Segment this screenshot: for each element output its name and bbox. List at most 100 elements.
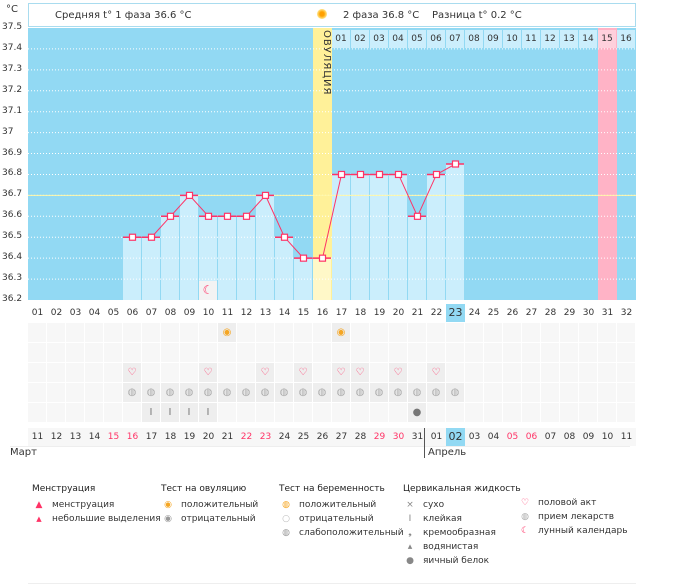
pill-icon: ◍ <box>161 383 179 402</box>
cycle-day-label: 24 <box>468 308 481 318</box>
grid-cell <box>275 363 293 382</box>
grid-cell <box>503 363 521 382</box>
grid-cell <box>617 363 635 382</box>
grid-cell <box>560 343 578 362</box>
calendar-date-label: 18 <box>161 428 180 446</box>
y-tick-label: 37.4 <box>2 42 23 53</box>
cycle-day-label: 04 <box>88 308 101 318</box>
legend-menstruation: Менструация ▲ менструация ▲ небольшие выде… <box>32 484 161 524</box>
temperature-point <box>204 212 213 220</box>
y-tick-label: 36.3 <box>2 273 23 284</box>
negative-test-icon: ◉ <box>164 514 172 524</box>
ovulation-test-positive-icon: ◉ <box>332 323 350 342</box>
legend-other: ♡ половой акт ◍ прием лекарств ☾ лунный кал… <box>518 496 628 538</box>
legend-ovulation-test: Тест на овуляцию ◉ положительный ◉ отрицат… <box>161 484 259 524</box>
temperature-bar <box>275 237 293 300</box>
grid-cell <box>446 323 464 342</box>
cycle-day-label: 18 <box>354 308 367 318</box>
grid-cell <box>123 403 141 422</box>
grid-cell <box>541 343 559 362</box>
pill-icon: ◍ <box>313 383 331 402</box>
cycle-day-label: 27 <box>525 308 538 318</box>
grid-cell <box>484 343 502 362</box>
eggwhite-icon: ● <box>408 403 426 422</box>
calendar-date-label: 02 <box>446 428 465 446</box>
grid-cell <box>47 323 65 342</box>
grid-cell <box>465 403 483 422</box>
grid-cell <box>180 343 198 362</box>
grid-cell <box>370 343 388 362</box>
grid-cell <box>351 343 369 362</box>
grid-cell <box>275 323 293 342</box>
y-tick-label: 37 <box>2 126 14 137</box>
grid-cell <box>598 403 616 422</box>
grid-cell <box>161 323 179 342</box>
grid-cell <box>598 343 616 362</box>
cycle-day-label: 29 <box>563 308 576 318</box>
calendar-date-label: 30 <box>389 428 408 446</box>
grid-cell <box>484 383 502 402</box>
luteal-day-label: 13 <box>560 30 578 48</box>
calendar-date-label: 09 <box>579 428 598 446</box>
pill-icon: ◍ <box>142 383 160 402</box>
calendar-date-label: 17 <box>142 428 161 446</box>
temperature-point <box>394 170 403 179</box>
sticky-icon: I <box>142 403 160 422</box>
grid-cell <box>617 323 635 342</box>
y-tick-label: 37.1 <box>2 105 23 116</box>
luteal-day-label: 05 <box>408 30 426 48</box>
temperature-bar <box>237 216 255 300</box>
grid-cell <box>28 363 46 382</box>
grid-cell <box>579 403 597 422</box>
cycle-day-label: 07 <box>145 308 158 318</box>
grid-cell <box>598 363 616 382</box>
calendar-date-label: 16 <box>123 428 142 446</box>
grid-cell <box>294 323 312 342</box>
grid-cell <box>427 323 445 342</box>
grid-cell <box>313 363 331 382</box>
pregnancy-positive-icon: ◍ <box>282 500 290 510</box>
heart-icon: ♡ <box>520 498 530 508</box>
grid-cell <box>579 363 597 382</box>
grid-cell <box>522 323 540 342</box>
grid-cell <box>351 403 369 422</box>
grid-cell <box>541 383 559 402</box>
grid-cell <box>218 343 236 362</box>
cycle-day-label: 32 <box>620 308 633 318</box>
luteal-day-label: 12 <box>541 30 559 48</box>
cycle-day-label: 09 <box>183 308 196 318</box>
watery-icon: ▴ <box>407 542 413 552</box>
cycle-day-label: 16 <box>316 308 329 318</box>
luteal-day-label: 16 <box>617 30 635 48</box>
calendar-date-label: 29 <box>370 428 389 446</box>
ovulation-test-positive-icon: ◉ <box>218 323 236 342</box>
y-tick-label: 36.6 <box>2 210 23 221</box>
calendar-date-label: 05 <box>503 428 522 446</box>
pill-icon: ◍ <box>408 383 426 402</box>
grid-cell <box>370 323 388 342</box>
grid-cell <box>256 343 274 362</box>
cycle-day-label: 14 <box>278 308 291 318</box>
cycle-day-label: 25 <box>487 308 500 318</box>
grid-cell <box>541 403 559 422</box>
grid-cell <box>66 323 84 342</box>
grid-cell <box>389 343 407 362</box>
grid-cell <box>104 383 122 402</box>
grid-cell <box>218 363 236 382</box>
grid-cell <box>28 403 46 422</box>
cycle-day-label: 20 <box>392 308 405 318</box>
pill-icon: ◍ <box>521 512 529 522</box>
temperature-bar <box>142 237 160 300</box>
grid-cell <box>28 343 46 362</box>
calendar-date-label: 20 <box>199 428 218 446</box>
grid-cell <box>85 363 103 382</box>
grid-cell <box>28 383 46 402</box>
pill-icon: ◍ <box>351 383 369 402</box>
cycle-day-label: 11 <box>221 308 234 318</box>
temperature-point <box>432 170 441 179</box>
grid-cell <box>313 323 331 342</box>
calendar-date-label: 26 <box>313 428 332 446</box>
temperature-point <box>185 191 194 199</box>
luteal-day-label: 08 <box>465 30 483 48</box>
eggwhite-icon: ● <box>406 556 414 566</box>
